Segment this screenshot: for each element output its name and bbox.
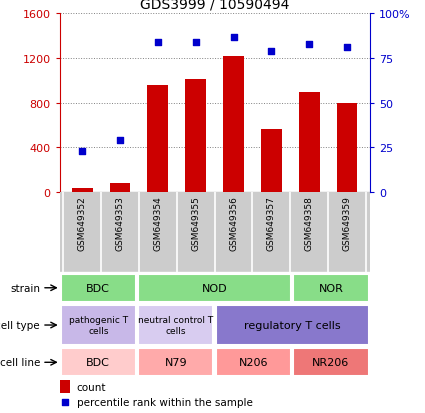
Text: N79: N79 — [164, 357, 187, 368]
Text: cell type: cell type — [0, 320, 40, 330]
Bar — [216, 349, 291, 376]
Point — [306, 41, 313, 48]
Text: neutral control T
cells: neutral control T cells — [138, 316, 213, 335]
Text: GSM649357: GSM649357 — [267, 196, 276, 251]
Text: NR206: NR206 — [312, 357, 350, 368]
Text: N206: N206 — [239, 357, 268, 368]
Bar — [72, 189, 93, 192]
Bar — [223, 57, 244, 192]
Point — [154, 40, 161, 46]
Bar — [261, 130, 282, 192]
Bar — [60, 380, 71, 393]
Text: GSM649354: GSM649354 — [153, 196, 162, 251]
Text: NOR: NOR — [318, 283, 343, 293]
Text: NOD: NOD — [202, 283, 227, 293]
Bar — [61, 274, 136, 302]
Text: strain: strain — [10, 283, 40, 293]
Text: GSM649359: GSM649359 — [343, 196, 351, 251]
Bar — [138, 274, 291, 302]
Point — [62, 399, 68, 406]
Bar — [61, 306, 136, 345]
Bar — [138, 349, 213, 376]
Point — [116, 137, 123, 144]
Text: pathogenic T
cells: pathogenic T cells — [69, 316, 128, 335]
Point — [192, 40, 199, 46]
Point — [268, 48, 275, 55]
Bar — [216, 306, 368, 345]
Bar — [138, 306, 213, 345]
Text: GSM649355: GSM649355 — [191, 196, 200, 251]
Text: GSM649358: GSM649358 — [305, 196, 314, 251]
Bar — [61, 349, 136, 376]
Point — [79, 148, 85, 154]
Point — [230, 34, 237, 41]
Point — [344, 45, 351, 52]
Text: BDC: BDC — [86, 283, 110, 293]
Text: cell line: cell line — [0, 357, 40, 368]
Text: BDC: BDC — [86, 357, 110, 368]
Text: percentile rank within the sample: percentile rank within the sample — [76, 397, 252, 407]
Text: GSM649352: GSM649352 — [78, 196, 87, 251]
Bar — [293, 349, 368, 376]
Bar — [293, 274, 368, 302]
Text: GSM649356: GSM649356 — [229, 196, 238, 251]
Bar — [147, 85, 168, 192]
Title: GDS3999 / 10590494: GDS3999 / 10590494 — [140, 0, 289, 12]
Bar — [337, 103, 357, 192]
Text: count: count — [76, 382, 106, 392]
Text: regulatory T cells: regulatory T cells — [244, 320, 340, 330]
Bar — [299, 93, 320, 192]
Bar — [110, 184, 130, 192]
Bar — [185, 80, 206, 192]
Text: GSM649353: GSM649353 — [116, 196, 125, 251]
